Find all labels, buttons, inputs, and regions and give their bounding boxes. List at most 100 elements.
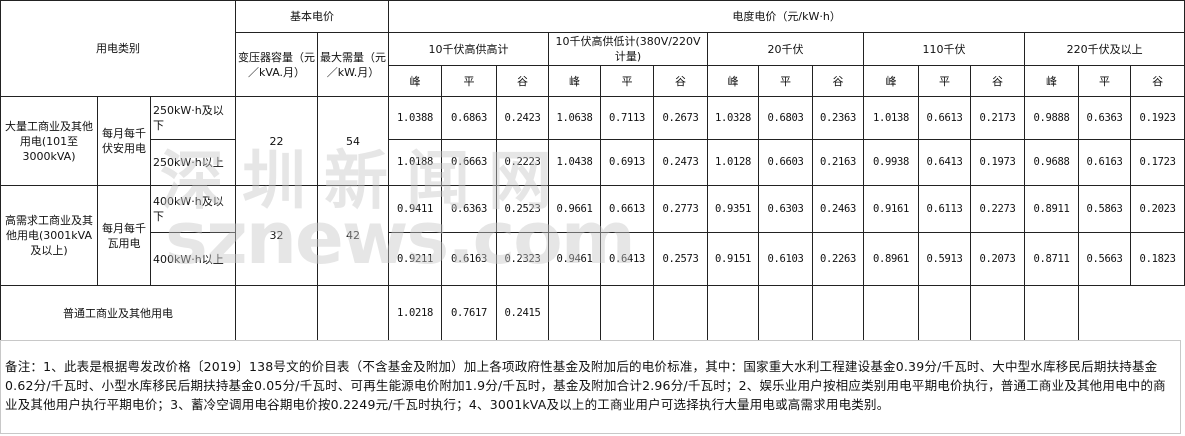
price-cell: 0.6663 (441, 139, 498, 186)
price-cell: 0.2573 (653, 232, 709, 286)
category-name: 大量工商业及其他用电(101至3000kVA) (0, 96, 98, 186)
price-cell (970, 285, 1026, 341)
price-cell: 0.9888 (1024, 96, 1080, 140)
header-period: 谷 (496, 65, 550, 97)
price-cell: 0.1723 (1130, 139, 1185, 186)
header-period: 平 (918, 65, 972, 97)
price-cell: 0.1923 (1130, 96, 1185, 140)
price-cell: 0.2473 (653, 139, 709, 186)
price-cell: 0.8911 (1024, 185, 1080, 233)
header-period: 峰 (388, 65, 443, 97)
category-unit: 每月每千瓦用电 (97, 185, 151, 286)
price-cell: 0.2023 (1130, 185, 1185, 233)
price-cell: 1.0128 (707, 139, 760, 186)
price-cell (758, 285, 814, 341)
price-cell: 0.6303 (758, 185, 814, 233)
header-period: 峰 (863, 65, 920, 97)
header-energy-price: 电度电价（元/kW·h） (388, 0, 1185, 33)
table-row: 大量工商业及其他用电(101至3000kVA) 每月每千伏安用电 250kW·h及以… (0, 96, 1185, 186)
price-cell: 0.2773 (653, 185, 709, 233)
price-cell: 0.9411 (388, 185, 443, 233)
price-cell: 1.0188 (388, 139, 443, 186)
table-row: 普通工商业及其他用电 1.0218 0.7617 0.2415 (0, 285, 1185, 341)
transformer-price: 22 (235, 96, 319, 186)
price-cell (707, 285, 760, 341)
price-cell (548, 285, 602, 341)
price-cell (317, 285, 390, 341)
header-period: 平 (1078, 65, 1132, 97)
header-transformer-capacity: 变压器容量（元／kVA.月） (235, 32, 319, 97)
price-cell: 0.2363 (812, 96, 865, 140)
max-demand-price: 54 (317, 96, 390, 186)
table-row: 400kW·h以上 0.9211 0.6163 0.2323 0.9461 0.6413 0… (1, 232, 1185, 286)
price-cell: 0.9351 (707, 185, 760, 233)
header-max-demand: 最大需量（元／kW.月） (317, 32, 390, 97)
price-cell: 0.2163 (812, 139, 865, 186)
price-cell: 0.8961 (863, 232, 920, 286)
price-cell: 0.2273 (970, 185, 1026, 233)
price-cell: 0.6413 (600, 232, 655, 286)
price-cell: 1.0388 (388, 96, 443, 140)
price-cell: 0.6363 (1078, 96, 1132, 140)
price-cell: 0.6103 (758, 232, 814, 286)
header-voltage-level: 20千伏 (707, 32, 865, 66)
price-cell: 0.5663 (1078, 232, 1132, 286)
usage-range: 400kW·h以上 (149, 232, 237, 286)
price-cell: 0.2073 (970, 232, 1026, 286)
table-row: 高需求工商业及其他用电(3001kVA及以上) 每月每千瓦用电 400kW·h及以下… (0, 185, 1185, 286)
price-cell: 0.2323 (496, 232, 550, 286)
header-voltage-level: 10千伏高供高计 (388, 32, 550, 66)
category-name: 普通工商业及其他用电 (0, 285, 237, 341)
price-cell: 0.2523 (496, 185, 550, 233)
price-cell (600, 285, 655, 341)
price-cell: 0.6113 (918, 185, 972, 233)
price-cell: 0.6803 (758, 96, 814, 140)
price-cell: 0.6863 (441, 96, 498, 140)
price-cell: 0.2463 (812, 185, 865, 233)
price-cell: 0.6163 (1078, 139, 1132, 186)
price-cell: 0.2173 (970, 96, 1026, 140)
price-cell: 0.9211 (388, 232, 443, 286)
price-cell (653, 285, 709, 341)
price-cell: 0.6913 (600, 139, 655, 186)
price-cell (1024, 285, 1080, 341)
price-cell: 0.1823 (1130, 232, 1185, 286)
category-name: 高需求工商业及其他用电(3001kVA及以上) (0, 185, 98, 286)
header-period: 峰 (548, 65, 602, 97)
price-cell (235, 285, 319, 341)
price-cell: 0.6613 (918, 96, 972, 140)
price-cell: 0.1973 (970, 139, 1026, 186)
price-cell: 0.9661 (548, 185, 602, 233)
price-cell: 0.7617 (441, 285, 498, 341)
header-basic-price: 基本电价 (235, 0, 390, 33)
header-period: 谷 (653, 65, 709, 97)
price-cell (863, 285, 920, 341)
header-category: 用电类别 (0, 0, 237, 97)
usage-range: 250kW·h以上 (149, 139, 237, 186)
header-voltage-level: 220千伏及以上 (1024, 32, 1185, 66)
category-unit: 每月每千伏安用电 (97, 96, 151, 186)
header-period: 谷 (812, 65, 865, 97)
header-period: 峰 (707, 65, 760, 97)
price-cell: 0.9461 (548, 232, 602, 286)
price-cell (918, 285, 972, 341)
price-cell: 0.2263 (812, 232, 865, 286)
price-cell: 0.2673 (653, 96, 709, 140)
price-cell: 0.6163 (441, 232, 498, 286)
price-cell: 0.6363 (441, 185, 498, 233)
price-cell: 0.9938 (863, 139, 920, 186)
price-cell: 0.6603 (758, 139, 814, 186)
price-cell: 0.5863 (1078, 185, 1132, 233)
header-period: 平 (758, 65, 814, 97)
electricity-tariff-table: 用电类别 基本电价 电度电价（元/kW·h） 变压器容量（元／kVA.月） 最大… (0, 0, 1185, 341)
usage-range: 250kW·h及以下 (149, 96, 237, 140)
header-period: 平 (600, 65, 655, 97)
price-cell: 1.0138 (863, 96, 920, 140)
price-cell (812, 285, 865, 341)
price-cell: 1.0328 (707, 96, 760, 140)
price-cell: 0.2223 (496, 139, 550, 186)
price-cell: 1.0638 (548, 96, 602, 140)
header-period: 平 (441, 65, 498, 97)
price-cell: 0.6413 (918, 139, 972, 186)
price-cell: 0.9151 (707, 232, 760, 286)
